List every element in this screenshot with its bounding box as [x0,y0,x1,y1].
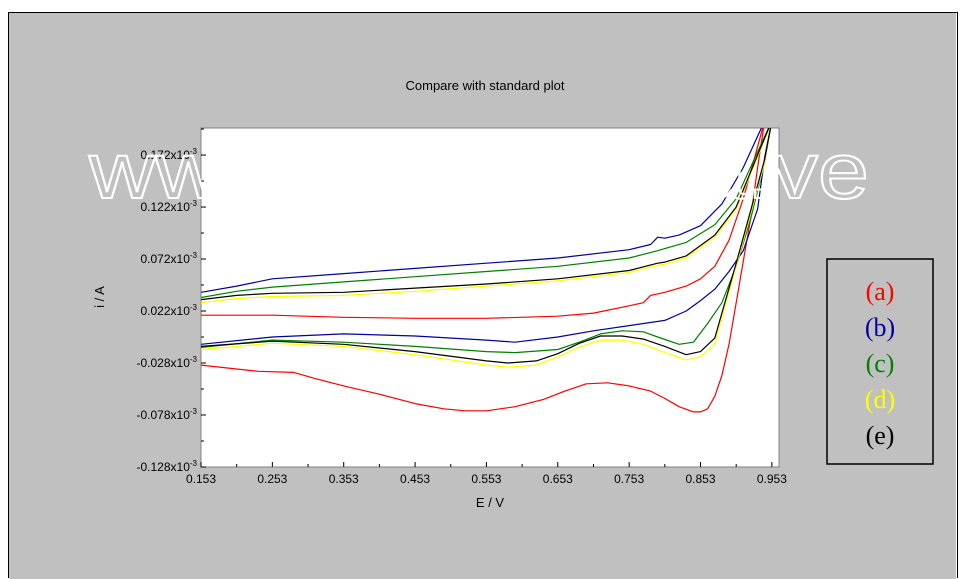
axes-group: 0.153 0.253 0.353 0.453 0.553 0.653 0.753 0.853… [137,128,787,486]
series-line-d-reverse [201,128,772,368]
series-line-a-reverse [201,128,765,413]
legend-group: (a) (b) (c) (d) (e) [865,277,895,450]
y-tick-label: 0.122x10-3 [140,199,197,214]
series-line-e-reverse [201,128,772,364]
x-tick-label: 0.653 [543,472,573,486]
legend-label-a: (a) [866,277,895,306]
x-axis-title: E / V [476,495,505,510]
series-line-b-forward [201,128,763,293]
y-axis-title: i / A [92,286,107,308]
x-tick-label: 0.453 [400,472,430,486]
series-line-b-reverse [201,128,772,345]
legend-label-c: (c) [866,349,895,378]
legend-label-e: (e) [866,421,895,450]
legend-label-b: (b) [865,313,895,342]
y-tick-label: 0.072x10-3 [140,251,197,266]
series-line-a-forward [201,128,764,319]
chart-title: Compare with standard plot [406,78,565,93]
series-line-e-forward [201,128,770,301]
y-tick-label: -0.128x10-3 [137,459,198,474]
y-tick-label: 0.172x10-3 [140,147,197,162]
chart-canvas: Compare with standard plot 0.153 0.253 0.3… [9,13,956,579]
series-group [201,128,772,413]
legend-box [826,258,934,465]
x-tick-label: 0.153 [186,472,216,486]
x-tick-label: 0.853 [685,472,715,486]
figure-frame: Compare with standard plot 0.153 0.253 0.3… [8,12,958,579]
x-tick-label: 0.753 [614,472,644,486]
series-line-c-forward [201,128,770,299]
legend-label-d: (d) [865,385,895,414]
y-tick-label: -0.028x10-3 [137,355,198,370]
y-tick-label: 0.022x10-3 [140,303,197,318]
series-line-d-forward [201,128,770,304]
x-tick-label: 0.953 [757,472,787,486]
x-tick-label: 0.253 [257,472,287,486]
x-tick-label: 0.353 [329,472,359,486]
x-tick-label: 0.553 [471,472,501,486]
watermark-text: www.bdigital.ula.ve [88,126,869,215]
y-tick-label: -0.078x10-3 [137,407,198,422]
